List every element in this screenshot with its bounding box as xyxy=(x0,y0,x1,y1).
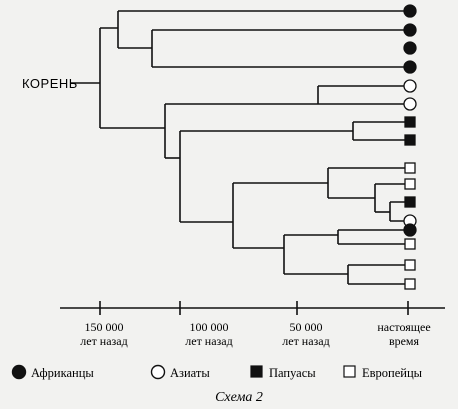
axis-label-50000-unit: лет назад xyxy=(282,334,329,348)
axis-label-150000-unit: лет назад xyxy=(80,334,127,348)
leaf-marker-open-square xyxy=(404,278,416,290)
tree-branches xyxy=(70,10,408,285)
leaf-marker-filled-circle xyxy=(403,60,417,74)
leaf-marker-filled-circle xyxy=(403,4,417,18)
root-label: КОРЕНЬ xyxy=(22,76,78,91)
legend-africans-marker xyxy=(11,364,27,380)
leaf-marker-open-square xyxy=(404,162,416,174)
leaf-marker-filled-square xyxy=(404,196,416,208)
legend-asians-marker xyxy=(150,364,166,380)
axis-label-100000-value: 100 000 xyxy=(190,320,229,334)
axis-label-150000-value: 150 000 xyxy=(85,320,124,334)
leaf-marker-filled-circle xyxy=(403,223,417,237)
leaf-marker-filled-circle xyxy=(403,23,417,37)
leaf-marker-filled-square xyxy=(404,116,416,128)
axis-label-100000-unit: лет назад xyxy=(185,334,232,348)
leaf-marker-open-square xyxy=(404,238,416,250)
axis-label-present-line1: настоящее xyxy=(377,320,430,334)
legend-label-europeans: Европейцы xyxy=(362,366,423,380)
legend-label-africans: Африканцы xyxy=(31,366,94,380)
axis-label-50000-value: 50 000 xyxy=(290,320,323,334)
leaf-marker-filled-square xyxy=(404,134,416,146)
figure-caption: Схема 2 xyxy=(215,390,263,405)
time-axis: 150 000 лет назад 100 000 лет назад 50 0… xyxy=(60,301,445,348)
legend-europeans-marker xyxy=(343,365,356,378)
legend-label-papuans: Папуасы xyxy=(269,366,316,380)
leaf-marker-open-circle xyxy=(403,79,417,93)
legend-papuans-marker xyxy=(250,365,263,378)
legend-label-asians: Азиаты xyxy=(170,366,210,380)
leaf-marker-filled-circle xyxy=(403,41,417,55)
legend: Африканцы Азиаты Папуасы Европейцы xyxy=(11,364,423,380)
leaf-marker-open-square xyxy=(404,178,416,190)
axis-label-present-line2: время xyxy=(389,334,420,348)
leaf-marker-open-square xyxy=(404,259,416,271)
leaf-marker-open-circle xyxy=(403,97,417,111)
leaf-markers xyxy=(403,4,417,290)
